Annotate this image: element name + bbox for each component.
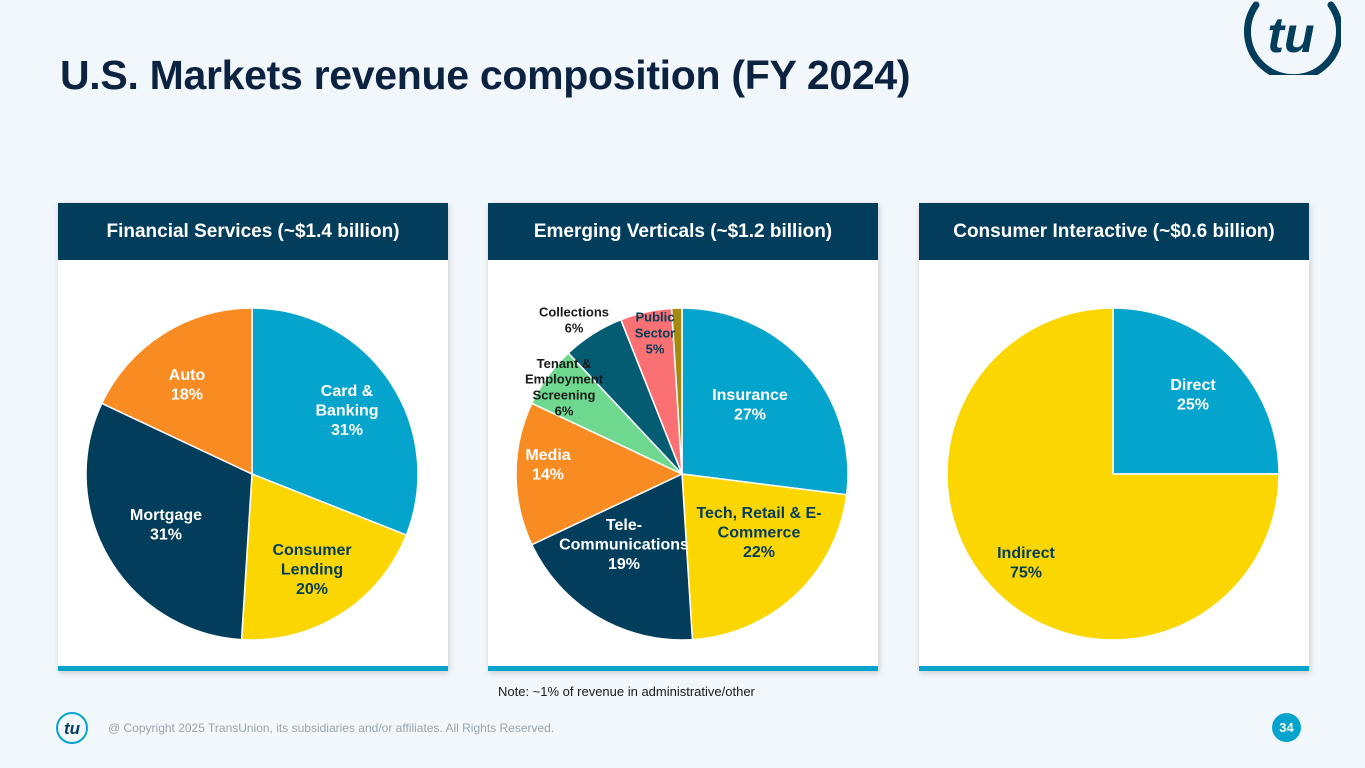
panel-title: Consumer Interactive (~$0.6 billion) <box>919 203 1309 260</box>
panel-accent-bar <box>58 666 448 671</box>
footnote: Note: ~1% of revenue in administrative/o… <box>498 684 755 699</box>
svg-text:tu: tu <box>64 719 81 738</box>
slice-label-tele-communications: Tele-Communications 19% <box>559 517 689 573</box>
panel-accent-bar <box>919 666 1309 671</box>
panel-accent-bar <box>488 666 878 671</box>
pie-slice-administrative-other <box>670 307 683 475</box>
pie-slice-media <box>515 402 684 546</box>
panel-emerging-verticals: Emerging Verticals (~$1.2 billion) Insur… <box>488 203 878 671</box>
slice-label-tech-retail-e-commerce: Tech, Retail & E-Commerce 22% <box>696 505 821 561</box>
pie-slice-tele-communications <box>530 472 694 641</box>
page-number-badge: 34 <box>1272 713 1301 742</box>
pie-slice-mortgage <box>85 402 253 641</box>
slice-label-auto: Auto 18% <box>169 367 206 404</box>
pie-slice-auto <box>100 307 253 476</box>
slice-label-indirect: Indirect 75% <box>997 545 1055 582</box>
transunion-logo-icon: tu <box>1244 1 1341 75</box>
panel-title: Financial Services (~$1.4 billion) <box>58 203 448 260</box>
slice-label-public-sector: Public Sector 5% <box>635 310 675 357</box>
pie-slice-tech-retail-e-commerce <box>681 473 848 641</box>
copyright-text: @ Copyright 2025 TransUnion, its subsidi… <box>108 721 555 735</box>
slice-label-tenant-employment-screening: Tenant & Employment Screening 6% <box>525 356 604 419</box>
page-title: U.S. Markets revenue composition (FY 202… <box>60 52 911 98</box>
slice-label-collections: Collections 6% <box>539 305 609 336</box>
panel-title: Emerging Verticals (~$1.2 billion) <box>488 203 878 260</box>
emerging-verticals-pie-chart: Insurance 27% Tech, Retail & E-Commerce 22%… <box>515 305 849 641</box>
pie-slice-indirect <box>946 307 1280 641</box>
panel-consumer-interactive: Consumer Interactive (~$0.6 billion) Dir… <box>919 203 1309 671</box>
slice-label-card-banking: Card & Banking 31% <box>315 383 378 439</box>
consumer-interactive-pie-chart: Direct 25% Indirect 75% <box>946 307 1280 641</box>
svg-text:tu: tu <box>1267 7 1314 63</box>
pie-slice-direct <box>1112 307 1280 475</box>
pie-slice-consumer-lending <box>240 472 408 641</box>
slice-label-mortgage: Mortgage 31% <box>130 507 202 544</box>
slice-label-consumer-lending: Consumer Lending 20% <box>272 542 351 598</box>
panel-financial-services: Financial Services (~$1.4 billion) Card … <box>58 203 448 671</box>
pie-slice-insurance <box>681 307 849 496</box>
slice-label-direct: Direct 25% <box>1170 377 1216 414</box>
slice-label-insurance: Insurance 27% <box>712 387 788 424</box>
slice-label-media: Media 14% <box>525 447 570 484</box>
transunion-footer-logo-icon: tu <box>56 712 88 744</box>
pie-slice-card-banking <box>251 307 419 537</box>
financial-services-pie-chart: Card & Banking 31% Consumer Lending 20% Mortga… <box>85 307 419 641</box>
